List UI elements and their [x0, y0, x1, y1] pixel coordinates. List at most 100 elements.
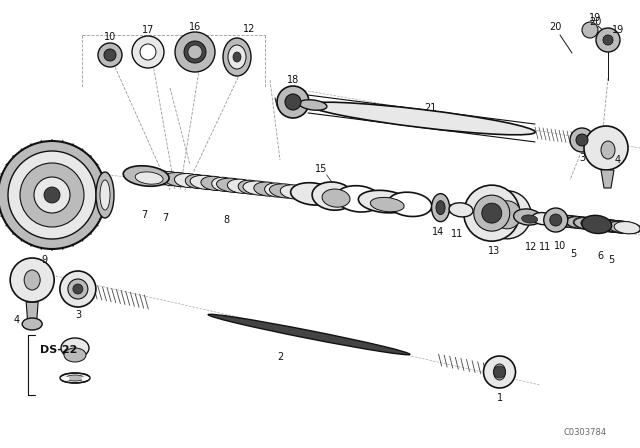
Text: 16: 16: [189, 22, 201, 32]
Polygon shape: [26, 302, 38, 328]
Ellipse shape: [164, 172, 195, 187]
Circle shape: [584, 126, 628, 170]
Text: 14: 14: [433, 227, 445, 237]
Ellipse shape: [61, 338, 89, 358]
Ellipse shape: [308, 102, 535, 135]
Ellipse shape: [609, 221, 636, 233]
Ellipse shape: [358, 190, 410, 213]
Circle shape: [484, 356, 516, 388]
Text: 21: 21: [424, 103, 436, 113]
Ellipse shape: [558, 215, 582, 228]
Circle shape: [10, 258, 54, 302]
Ellipse shape: [238, 180, 262, 194]
Text: 15: 15: [314, 164, 327, 174]
Text: 13: 13: [488, 246, 500, 256]
Ellipse shape: [582, 215, 612, 233]
Text: 7: 7: [141, 210, 147, 220]
Ellipse shape: [243, 181, 275, 195]
Ellipse shape: [22, 318, 42, 330]
Text: 6: 6: [598, 251, 604, 262]
Ellipse shape: [559, 216, 589, 228]
Circle shape: [550, 214, 562, 226]
Text: 7: 7: [162, 213, 168, 223]
Circle shape: [285, 94, 301, 110]
Ellipse shape: [299, 100, 327, 110]
Ellipse shape: [514, 209, 541, 225]
Ellipse shape: [148, 171, 176, 185]
Circle shape: [20, 163, 84, 227]
Polygon shape: [594, 135, 604, 163]
Ellipse shape: [264, 183, 289, 197]
Ellipse shape: [227, 179, 255, 194]
Circle shape: [483, 191, 531, 239]
Ellipse shape: [566, 216, 589, 228]
Ellipse shape: [124, 166, 169, 186]
Circle shape: [277, 86, 309, 118]
Text: 10: 10: [104, 32, 116, 42]
Ellipse shape: [201, 176, 228, 190]
Circle shape: [34, 177, 70, 213]
Text: 5: 5: [608, 255, 614, 265]
Text: 4: 4: [615, 155, 621, 165]
Ellipse shape: [280, 185, 308, 199]
Circle shape: [582, 22, 598, 38]
Ellipse shape: [581, 218, 605, 230]
Ellipse shape: [64, 348, 86, 362]
Ellipse shape: [605, 220, 630, 233]
Circle shape: [474, 195, 509, 231]
Ellipse shape: [190, 175, 222, 190]
Text: 8: 8: [224, 215, 230, 225]
Ellipse shape: [291, 186, 315, 200]
Ellipse shape: [322, 189, 350, 207]
Ellipse shape: [233, 52, 241, 62]
Text: 12: 12: [525, 242, 538, 252]
Text: 19: 19: [589, 13, 601, 23]
Ellipse shape: [96, 172, 114, 218]
Ellipse shape: [60, 373, 90, 383]
Ellipse shape: [614, 222, 640, 234]
Ellipse shape: [269, 184, 301, 198]
Ellipse shape: [312, 182, 354, 210]
Circle shape: [73, 284, 83, 294]
Ellipse shape: [566, 216, 596, 229]
Text: DS-22: DS-22: [40, 345, 77, 355]
Ellipse shape: [449, 203, 473, 217]
Ellipse shape: [603, 221, 637, 233]
Circle shape: [596, 28, 620, 52]
Circle shape: [175, 32, 215, 72]
Ellipse shape: [589, 219, 622, 232]
Circle shape: [544, 208, 568, 232]
Text: 4: 4: [13, 315, 19, 325]
Ellipse shape: [522, 215, 538, 223]
Ellipse shape: [228, 45, 246, 69]
Ellipse shape: [100, 180, 110, 210]
Ellipse shape: [574, 217, 604, 230]
Ellipse shape: [388, 192, 432, 216]
Text: 12: 12: [243, 24, 255, 34]
Ellipse shape: [590, 137, 610, 147]
Circle shape: [464, 185, 520, 241]
Ellipse shape: [66, 375, 84, 381]
Ellipse shape: [593, 220, 627, 232]
Circle shape: [570, 128, 594, 152]
Ellipse shape: [595, 220, 621, 232]
Polygon shape: [601, 170, 614, 188]
Ellipse shape: [159, 172, 182, 186]
Text: 3: 3: [75, 310, 81, 320]
Circle shape: [0, 141, 106, 249]
Ellipse shape: [175, 173, 202, 188]
Circle shape: [98, 43, 122, 67]
Ellipse shape: [135, 172, 163, 184]
Text: 2: 2: [278, 353, 284, 362]
Ellipse shape: [431, 194, 449, 222]
Text: 11: 11: [451, 229, 463, 239]
Ellipse shape: [601, 141, 615, 159]
Ellipse shape: [188, 45, 202, 59]
Text: 9: 9: [41, 255, 47, 265]
Ellipse shape: [223, 38, 251, 76]
Ellipse shape: [137, 170, 169, 184]
Text: 18: 18: [287, 75, 299, 85]
Ellipse shape: [216, 178, 248, 193]
Circle shape: [482, 203, 502, 223]
Text: 19: 19: [612, 25, 624, 35]
